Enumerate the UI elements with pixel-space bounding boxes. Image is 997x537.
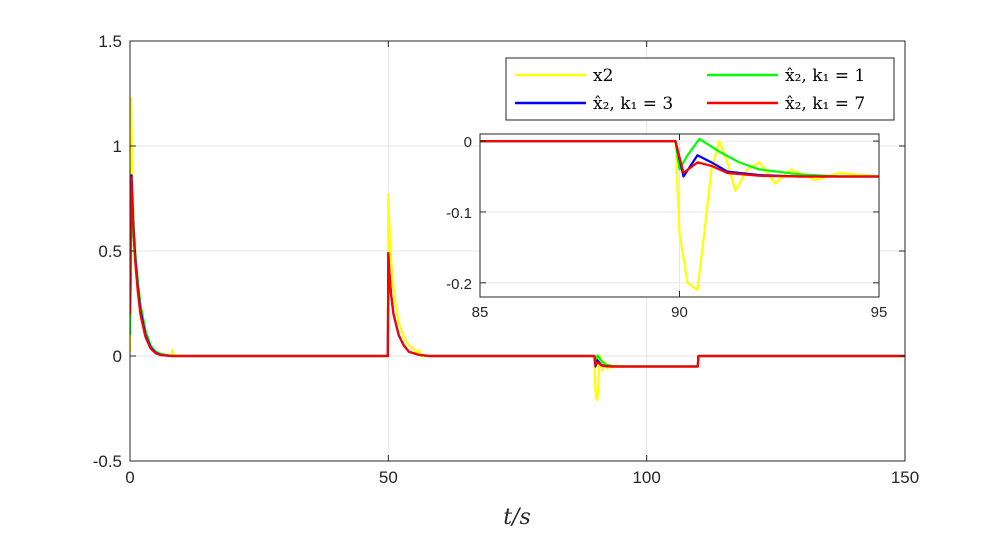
legend-label-k1-7: x̂₂, k₁ = 7	[785, 94, 865, 114]
inset-ytick-label-1: -0.1	[446, 205, 472, 222]
inset-ytick-label-0: 0	[464, 134, 472, 151]
legend-box	[505, 57, 895, 121]
main-xtick-label-1: 50	[379, 468, 398, 487]
main-series-3-line	[130, 176, 905, 368]
inset-xtick-label-1: 90	[671, 304, 688, 321]
inset-xtick-label-2: 95	[871, 304, 888, 321]
legend-label-k1-1: x̂₂, k₁ = 1	[785, 66, 865, 86]
main-ytick-label-0: -0.5	[93, 452, 122, 471]
main-ticks: 0 50 100 150-0.500.511.5	[93, 32, 919, 487]
inset-series-lines	[480, 137, 879, 292]
x-axis-label: t/s	[503, 505, 531, 530]
legend-label-x2: x2	[593, 66, 613, 86]
main-xtick-label-0: 0	[125, 468, 134, 487]
legend: x2 x̂₂, k₁ = 1 x̂₂, k₁ = 3 x̂₂, k₁ = 7	[505, 57, 895, 121]
inset-axes: 85 90 95 0 -0.1 -0.2	[446, 133, 887, 321]
inset-xtick-label-0: 85	[472, 304, 489, 321]
main-xtick-label-3: 150	[891, 468, 919, 487]
inset-ytick-label-2: -0.2	[446, 276, 472, 293]
main-ytick-label-4: 1.5	[98, 32, 122, 51]
main-ytick-label-2: 0.5	[98, 242, 122, 261]
main-series-lines	[130, 96, 905, 402]
main-ytick-label-3: 1	[113, 137, 122, 156]
inset-series-1-line	[480, 137, 879, 178]
main-ytick-label-1: 0	[113, 347, 122, 366]
inset-ticks: 85 90 95 0 -0.1 -0.2	[446, 134, 887, 321]
main-xtick-label-2: 100	[632, 468, 660, 487]
inset-series-0-line	[480, 139, 879, 292]
legend-label-k1-3: x̂₂, k₁ = 3	[593, 94, 673, 114]
inset-series-3-line	[480, 139, 879, 178]
